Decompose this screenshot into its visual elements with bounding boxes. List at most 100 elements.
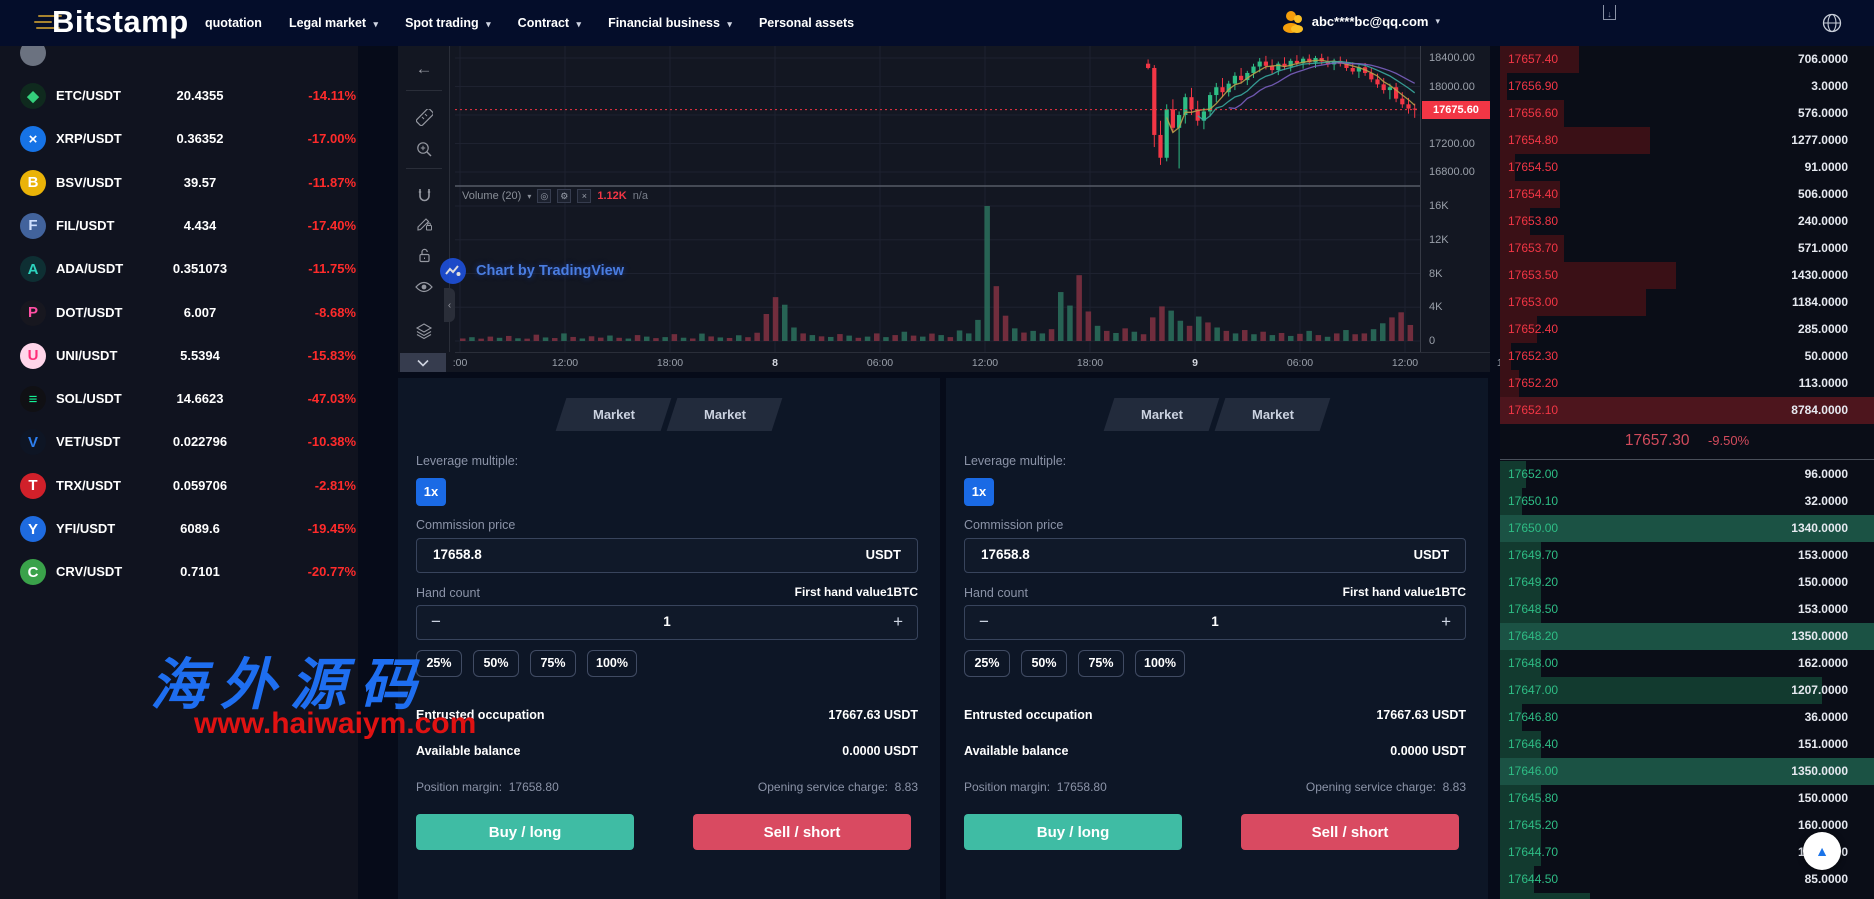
bid-row[interactable]: 17649.20 150.0000 <box>1500 569 1874 596</box>
price-axis[interactable]: 18400.00 18000.00 17200.00 16800.00 16K 12K 8K… <box>1420 46 1490 352</box>
ask-row[interactable]: 17656.60 576.0000 <box>1500 100 1874 127</box>
ask-row[interactable]: 17654.80 1277.0000 <box>1500 127 1874 154</box>
ask-row[interactable]: 17653.70 571.0000 <box>1500 235 1874 262</box>
hide-toolbar-button[interactable] <box>400 353 446 372</box>
settings-gear-icon[interactable]: ⚙ <box>557 189 572 203</box>
nav-item-spot-trading[interactable]: Spot trading ▾ <box>405 16 491 30</box>
menu-hamburger-icon[interactable] <box>34 15 62 31</box>
bid-row[interactable]: 17646.00 1350.0000 <box>1500 758 1874 785</box>
increment-button[interactable]: + <box>893 612 903 631</box>
tab-market-1[interactable]: Market <box>555 398 672 431</box>
pair-row-vet-usdt[interactable]: V VET/USDT 0.022796 -10.38% <box>0 424 358 460</box>
percent-25-button[interactable]: 25% <box>964 650 1010 677</box>
bid-row[interactable]: 17649.70 153.0000 <box>1500 542 1874 569</box>
ruler-icon[interactable] <box>398 104 450 130</box>
user-menu[interactable]: abc****bc@qq.com ▾ <box>1279 8 1440 34</box>
bid-row[interactable]: 17647.00 1207.0000 <box>1500 677 1874 704</box>
ask-row[interactable]: 17653.00 1184.0000 <box>1500 289 1874 316</box>
percent-50-button[interactable]: 50% <box>1021 650 1067 677</box>
price-tick: 16800.00 <box>1429 166 1475 178</box>
ask-row[interactable]: 17654.40 506.0000 <box>1500 181 1874 208</box>
arrow-left-icon[interactable]: ← <box>415 59 433 78</box>
leverage-1x-button[interactable]: 1x <box>964 478 994 506</box>
ask-row[interactable]: 17652.20 113.0000 <box>1500 370 1874 397</box>
scroll-to-top-button[interactable]: ▲ <box>1803 832 1841 870</box>
bid-row[interactable]: 17645.20 160.0000 <box>1500 812 1874 839</box>
nav-item-quotation[interactable]: quotation <box>205 16 262 30</box>
bid-row[interactable]: 17648.00 162.0000 <box>1500 650 1874 677</box>
leverage-1x-button[interactable]: 1x <box>416 478 446 506</box>
pair-row-uni-usdt[interactable]: U UNI/USDT 5.5394 -15.83% <box>0 338 358 374</box>
nav-item-legal-market[interactable]: Legal market ▾ <box>288 16 379 30</box>
pair-row-ada-usdt[interactable]: A ADA/USDT 0.351073 -11.75% <box>0 251 358 287</box>
bid-row[interactable]: 17650.10 32.0000 <box>1500 488 1874 515</box>
sell-short-button[interactable]: Sell / short <box>1241 814 1459 850</box>
unlock-icon[interactable] <box>398 242 450 268</box>
percent-50-button[interactable]: 50% <box>473 650 519 677</box>
buy-long-button[interactable]: Buy / long <box>416 814 634 850</box>
pair-row-crv-usdt[interactable]: C CRV/USDT 0.7101 -20.77% <box>0 554 358 590</box>
bid-row[interactable]: 17652.00 96.0000 <box>1500 461 1874 488</box>
ask-row[interactable]: 17652.30 50.0000 <box>1500 343 1874 370</box>
bid-row[interactable]: 17648.50 153.0000 <box>1500 596 1874 623</box>
bid-row[interactable] <box>1500 893 1874 899</box>
bid-row[interactable]: 17646.40 151.0000 <box>1500 731 1874 758</box>
pair-change: -11.75% <box>308 261 356 277</box>
sell-short-button[interactable]: Sell / short <box>693 814 911 850</box>
pair-row-dot-usdt[interactable]: P DOT/USDT 6.007 -8.68% <box>0 295 358 331</box>
percent-100-button[interactable]: 100% <box>1135 650 1185 677</box>
bid-row[interactable]: 17645.80 150.0000 <box>1500 785 1874 812</box>
pair-row-xrp-usdt[interactable]: × XRP/USDT 0.36352 -17.00% <box>0 121 358 157</box>
decrement-button[interactable]: − <box>979 612 989 631</box>
commission-price-input[interactable]: 17658.8 USDT <box>416 538 918 573</box>
tab-market-1[interactable]: Market <box>1103 398 1220 431</box>
ask-row[interactable]: 17653.50 1430.0000 <box>1500 262 1874 289</box>
percent-25-button[interactable]: 25% <box>416 650 462 677</box>
nav-item-personal-assets[interactable]: Personal assets <box>758 16 855 30</box>
percent-75-button[interactable]: 75% <box>530 650 576 677</box>
percent-75-button[interactable]: 75% <box>1078 650 1124 677</box>
eye-icon[interactable] <box>398 274 450 300</box>
bid-row[interactable]: 17644.50 85.0000 <box>1500 866 1874 893</box>
commission-price-input[interactable]: 17658.8 USDT <box>964 538 1466 573</box>
zoom-in-icon[interactable] <box>398 136 450 162</box>
pencil-lock-icon[interactable] <box>398 210 450 236</box>
hand-count-value[interactable]: 1 <box>663 614 671 629</box>
visibility-icon[interactable]: ◎ <box>537 189 552 203</box>
nav-item-financial-business[interactable]: Financial business ▾ <box>608 16 732 30</box>
increment-button[interactable]: + <box>1441 612 1451 631</box>
ask-row[interactable]: 17653.80 240.0000 <box>1500 208 1874 235</box>
tradingview-attribution[interactable]: Chart by TradingView <box>440 258 624 284</box>
collapse-toolbar-handle[interactable]: ‹ <box>444 288 455 322</box>
pair-row-bsv-usdt[interactable]: B BSV/USDT 39.57 -11.87% <box>0 165 358 201</box>
pair-row-yfi-usdt[interactable]: Y YFI/USDT 6089.6 -19.45% <box>0 511 358 547</box>
bid-row[interactable]: 17648.20 1350.0000 <box>1500 623 1874 650</box>
percent-100-button[interactable]: 100% <box>587 650 637 677</box>
language-globe-icon[interactable] <box>1822 13 1842 33</box>
pair-row-etc-usdt[interactable]: ◆ ETC/USDT 20.4355 -14.11% <box>0 78 358 114</box>
nav-item-contract[interactable]: Contract ▾ <box>517 16 582 30</box>
volume-indicator-label[interactable]: Volume (20) <box>462 190 522 202</box>
decrement-button[interactable]: − <box>431 612 441 631</box>
bid-row[interactable]: 17650.00 1340.0000 <box>1500 515 1874 542</box>
ask-row[interactable]: 17652.10 8784.0000 <box>1500 397 1874 424</box>
tab-market-2[interactable]: Market <box>666 398 783 431</box>
magnet-icon[interactable] <box>398 182 450 208</box>
tab-market-2[interactable]: Market <box>1214 398 1331 431</box>
pair-row-fil-usdt[interactable]: F FIL/USDT 4.434 -17.40% <box>0 208 358 244</box>
pair-row-trx-usdt[interactable]: T TRX/USDT 0.059706 -2.81% <box>0 468 358 504</box>
pair-row-sol-usdt[interactable]: ≡ SOL/USDT 14.6623 -47.03% <box>0 381 358 417</box>
bid-row[interactable]: 17646.80 36.0000 <box>1500 704 1874 731</box>
download-icon[interactable]: ↓ <box>1603 5 1616 20</box>
ask-row[interactable]: 17656.90 3.0000 <box>1500 73 1874 100</box>
ask-row[interactable]: 17657.40 706.0000 <box>1500 46 1874 73</box>
chevron-down-icon[interactable]: ▾ <box>527 191 532 201</box>
ask-row[interactable]: 17654.50 91.0000 <box>1500 154 1874 181</box>
buy-long-button[interactable]: Buy / long <box>964 814 1182 850</box>
hand-count-value[interactable]: 1 <box>1211 614 1219 629</box>
pair-row-partial[interactable] <box>0 46 358 71</box>
layers-icon[interactable] <box>398 318 450 344</box>
time-axis[interactable]: :00 12:00 18:00 8 06:00 12:00 18:00 9 06:00 12:00… <box>453 352 1523 372</box>
ask-row[interactable]: 17652.40 285.0000 <box>1500 316 1874 343</box>
remove-icon[interactable]: × <box>577 189 592 203</box>
